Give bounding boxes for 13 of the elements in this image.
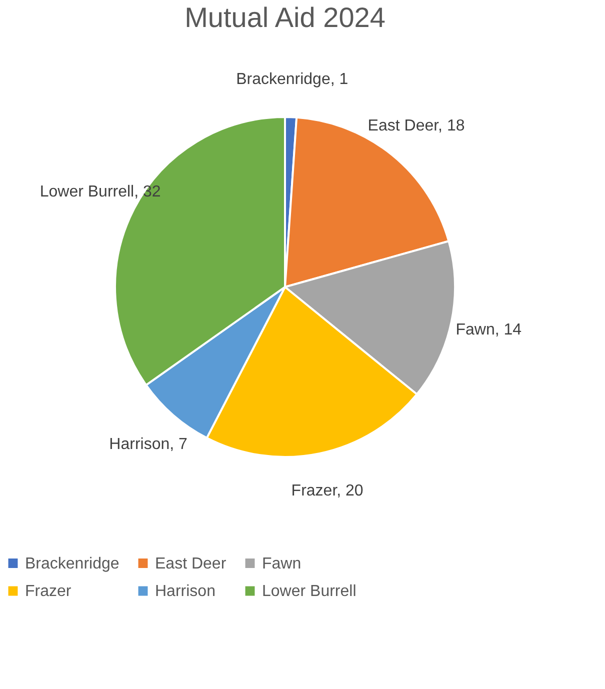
data-label: Fawn, 14 bbox=[456, 321, 522, 338]
legend-label: Fawn bbox=[262, 555, 302, 572]
data-label: East Deer, 18 bbox=[368, 118, 465, 135]
legend-label: Brackenridge bbox=[25, 555, 120, 572]
legend-label: Lower Burrell bbox=[262, 583, 356, 600]
legend-label: Harrison bbox=[155, 583, 216, 600]
legend-label: Frazer bbox=[25, 583, 72, 600]
data-label: Harrison, 7 bbox=[109, 436, 188, 453]
legend-label: East Deer bbox=[155, 555, 227, 572]
data-label: Frazer, 20 bbox=[291, 482, 364, 500]
data-label: Brackenridge, 1 bbox=[236, 71, 348, 88]
chart-title: Mutual Aid 2024 bbox=[184, 2, 386, 33]
data-label: Lower Burrell, 32 bbox=[40, 183, 161, 200]
